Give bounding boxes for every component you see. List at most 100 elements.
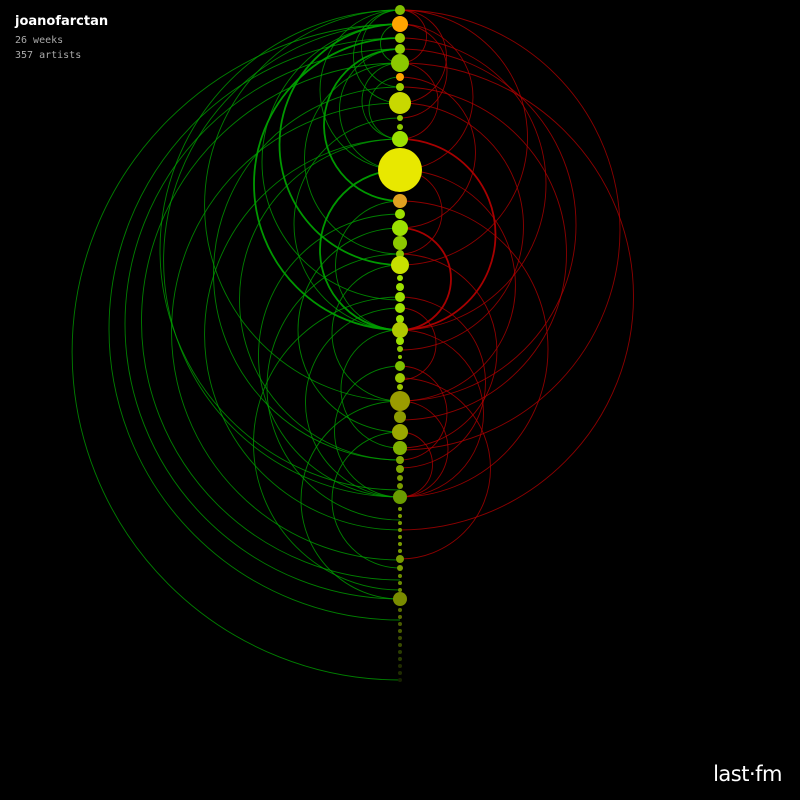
artist-node-9 — [397, 124, 403, 130]
artist-node-29 — [397, 384, 403, 390]
arc-left-31 — [319, 9, 401, 171]
chart-header: joanofarctan 26 weeks 357 artists — [15, 13, 108, 63]
arc-left-29 — [293, 117, 401, 331]
arc-right-40 — [399, 9, 621, 451]
arc-right-46 — [399, 169, 516, 402]
arc-right-36 — [399, 9, 447, 104]
arc-left-4 — [163, 23, 401, 498]
arc-left-2 — [124, 48, 401, 600]
arc-left-35 — [159, 9, 401, 491]
artist-node-58 — [398, 650, 402, 654]
arc-right-42 — [399, 48, 577, 402]
artist-node-13 — [395, 209, 405, 219]
arc-left-25 — [331, 431, 401, 569]
weeks-label: 26 weeks — [15, 35, 64, 46]
arc-left-32 — [361, 9, 401, 88]
username-label: joanofarctan — [15, 14, 109, 29]
arc-right-54 — [399, 377, 491, 560]
arc-right-48 — [399, 227, 452, 331]
artist-node-32 — [392, 424, 408, 440]
artist-node-60 — [398, 664, 402, 668]
artist-node-37 — [397, 483, 403, 489]
arc-left-16 — [319, 169, 401, 331]
artist-node-15 — [393, 236, 407, 250]
artist-node-49 — [398, 581, 402, 585]
artist-node-6 — [396, 83, 404, 91]
artist-node-10 — [392, 131, 408, 147]
arc-left-6 — [204, 138, 401, 531]
arc-left-1 — [108, 37, 401, 621]
artist-node-16 — [396, 250, 404, 258]
arc-left-11 — [323, 48, 401, 202]
artist-node-12 — [393, 194, 407, 208]
arc-left-26 — [253, 296, 401, 591]
arc-right-49 — [399, 253, 498, 449]
arcs-layer — [71, 9, 634, 681]
artist-node-26 — [398, 355, 402, 359]
arc-right-44 — [399, 102, 524, 351]
arc-right-57 — [399, 62, 439, 140]
artist-node-55 — [398, 629, 402, 633]
artist-node-41 — [398, 521, 402, 525]
artist-node-21 — [395, 303, 405, 313]
artist-node-7 — [389, 92, 411, 114]
artist-node-42 — [398, 528, 402, 532]
artists-count-label: 357 artists — [15, 50, 82, 61]
nodes-layer — [378, 5, 422, 682]
arc-left-15 — [368, 76, 401, 140]
artist-node-31 — [394, 411, 406, 423]
artist-node-18 — [397, 275, 403, 281]
arc-right-47 — [399, 200, 549, 498]
artist-node-20 — [395, 292, 405, 302]
artist-node-14 — [392, 220, 408, 236]
arc-right-38 — [399, 9, 528, 266]
arc-left-5 — [171, 102, 401, 561]
artist-node-28 — [395, 373, 405, 383]
artist-node-34 — [396, 456, 404, 464]
artist-node-61 — [398, 671, 402, 675]
artist-node-0 — [395, 5, 405, 15]
arc-left-30 — [304, 62, 401, 255]
arc-right-45 — [399, 138, 497, 331]
arc-right-39 — [399, 37, 547, 331]
arc-right-58 — [399, 76, 476, 229]
arc-right-52 — [399, 365, 448, 461]
arc-left-24 — [300, 400, 401, 600]
artist-node-47 — [397, 565, 403, 571]
arc-left-33 — [339, 48, 401, 171]
artist-node-36 — [397, 475, 403, 481]
artist-node-48 — [398, 574, 402, 578]
arc-left-19 — [331, 264, 401, 402]
artist-node-50 — [398, 588, 402, 592]
artist-node-22 — [396, 315, 404, 323]
artist-node-39 — [398, 507, 402, 511]
artist-node-19 — [396, 283, 404, 291]
artist-node-56 — [398, 636, 402, 640]
artist-node-44 — [398, 542, 402, 546]
arc-left-18 — [297, 227, 401, 433]
arc-left-22 — [340, 329, 401, 449]
arc-left-12 — [361, 62, 401, 140]
artist-node-24 — [396, 337, 404, 345]
arc-left-21 — [305, 307, 401, 498]
arc-right-50 — [399, 296, 486, 469]
arc-left-23 — [334, 365, 401, 498]
arc-right-51 — [399, 329, 484, 498]
artist-node-59 — [398, 657, 402, 661]
artist-node-62 — [398, 678, 402, 682]
artist-node-52 — [398, 608, 402, 612]
artist-node-4 — [391, 54, 409, 72]
artist-node-51 — [393, 592, 407, 606]
arc-right-37 — [399, 23, 474, 171]
arc-right-59 — [399, 23, 448, 119]
artist-node-45 — [398, 549, 402, 553]
arc-left-28 — [239, 138, 401, 461]
arc-left-27 — [266, 253, 401, 521]
lastfm-logo: last·fm — [713, 762, 782, 786]
arc-left-17 — [335, 200, 401, 331]
arc-left-7 — [213, 86, 401, 461]
artist-node-1 — [392, 16, 408, 32]
arc-left-0 — [71, 23, 401, 681]
artist-node-54 — [398, 622, 402, 626]
